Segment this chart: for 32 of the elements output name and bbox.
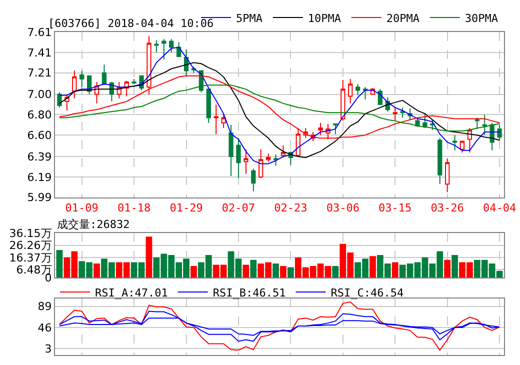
legend-label: 30PMA [464,12,498,25]
x-tick-label: 01-18 [117,202,151,215]
legend-label: 5PMA [236,12,263,25]
text: 成交量:26832 [57,218,130,231]
y-tick-label: 6.48万 [16,263,52,276]
x-tick-label: 01-29 [170,202,203,215]
y-tick-label: 5.99 [27,191,52,204]
y-tick-label: 46 [38,321,52,334]
x-tick-label: 03-15 [378,202,412,215]
legend-label: 20PMA [386,12,420,25]
y-tick-label: 7.00 [27,88,52,102]
legend-label: 10PMA [308,12,342,25]
y-tick-label: 89 [38,300,52,314]
y-tick-label: 6.39 [27,150,52,164]
x-tick-label: 01-09 [65,202,98,215]
legend-label: RSI_C:46.54 [330,286,404,300]
y-tick-label: 26.26万 [9,239,52,252]
x-tick-label: 02-23 [274,202,308,215]
x-tick-label: 02-07 [222,202,256,215]
x-tick-label: 03-06 [326,202,360,215]
legend-label: RSI_A:47.01 [95,286,168,300]
y-tick-label: 6.19 [27,170,52,184]
y-tick-label: 6.60 [27,128,52,142]
y-tick-label: 3 [44,342,52,356]
y-tick-label: 6.80 [27,108,52,122]
y-tick-label: 7.41 [27,46,52,60]
x-tick-label: 04-04 [482,202,516,215]
y-tick-label: 16.37万 [9,251,52,264]
legend-label: RSI_B:46.51 [212,286,286,300]
y-tick-label: 36.15万 [9,227,52,240]
x-tick-label: 03-26 [430,202,464,215]
y-tick-label: 7.21 [27,66,52,80]
